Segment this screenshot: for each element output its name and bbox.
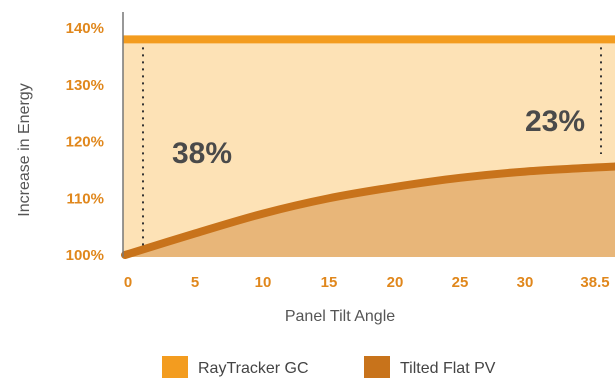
y-tick-label: 100% <box>66 247 104 264</box>
annotation-label-38: 38% <box>172 137 232 170</box>
y-tick-label: 110% <box>66 190 104 207</box>
y-tick-label: 120% <box>66 134 104 151</box>
x-tick-labels: 0 5 10 15 20 25 30 38.5 <box>124 274 610 291</box>
annotation-label-23: 23% <box>525 105 585 138</box>
x-tick-label: 25 <box>452 274 469 291</box>
legend-label-tilted-flat-pv: Tilted Flat PV <box>400 360 496 377</box>
legend-label-raytracker-gc: RayTracker GC <box>198 360 309 377</box>
x-tick-label: 0 <box>124 274 132 291</box>
x-tick-label: 5 <box>191 274 199 291</box>
chart-fill-tilted-flat <box>123 166 615 257</box>
y-tick-label: 140% <box>66 20 104 37</box>
legend-swatch-raytracker-gc <box>162 356 188 378</box>
y-tick-label: 130% <box>66 77 104 94</box>
legend-swatch-tilted-flat-pv <box>364 356 390 378</box>
series-line-tilted-flat-pv <box>121 162 615 259</box>
legend: RayTracker GC Tilted Flat PV <box>162 356 496 378</box>
x-tick-label: 38.5 <box>580 274 609 291</box>
x-tick-label: 10 <box>255 274 272 291</box>
y-tick-labels: 100% 110% 120% 130% 140% <box>66 20 104 264</box>
x-axis-label: Panel Tilt Angle <box>285 308 395 325</box>
y-axis-label: Increase in Energy <box>16 83 33 216</box>
x-tick-label: 20 <box>387 274 404 291</box>
x-tick-label: 30 <box>517 274 534 291</box>
x-tick-label: 15 <box>321 274 338 291</box>
